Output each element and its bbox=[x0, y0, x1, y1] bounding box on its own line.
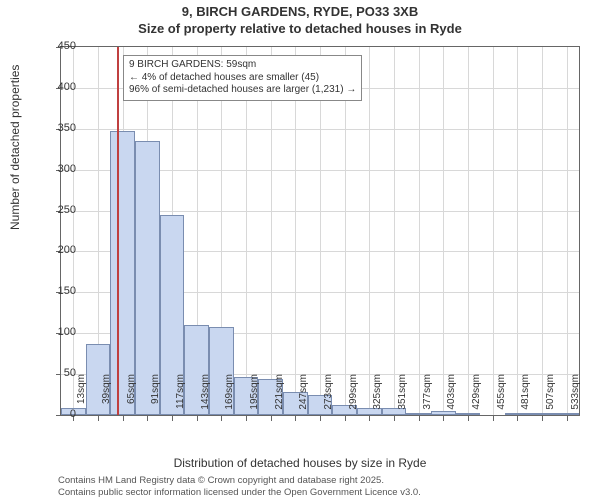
x-tick-mark bbox=[419, 416, 420, 421]
x-tick-mark bbox=[320, 416, 321, 421]
y-tick-label: 450 bbox=[42, 40, 76, 52]
x-tick-label: 351sqm bbox=[397, 374, 408, 410]
x-tick-label: 403sqm bbox=[446, 374, 457, 410]
x-tick-mark bbox=[517, 416, 518, 421]
x-tick-label: 273sqm bbox=[323, 374, 334, 410]
grid-line-v bbox=[73, 47, 74, 415]
x-tick-mark bbox=[394, 416, 395, 421]
x-tick-label: 429sqm bbox=[471, 374, 482, 410]
y-tick-label: 300 bbox=[42, 163, 76, 175]
x-tick-label: 117sqm bbox=[175, 374, 186, 409]
histogram-bar bbox=[406, 413, 431, 415]
property-marker-line bbox=[117, 47, 119, 415]
x-tick-mark bbox=[221, 416, 222, 421]
grid-line-v bbox=[468, 47, 469, 415]
grid-line-v bbox=[419, 47, 420, 415]
x-tick-label: 195sqm bbox=[249, 374, 260, 410]
x-tick-mark bbox=[147, 416, 148, 421]
title-line-2: Size of property relative to detached ho… bbox=[0, 21, 600, 38]
grid-line-v bbox=[320, 47, 321, 415]
x-tick-mark bbox=[123, 416, 124, 421]
grid-line-v bbox=[246, 47, 247, 415]
histogram-bar bbox=[110, 131, 135, 415]
x-tick-label: 221sqm bbox=[274, 374, 285, 410]
grid-line-v bbox=[345, 47, 346, 415]
x-tick-label: 481sqm bbox=[520, 374, 531, 410]
annotation-line: ← 4% of detached houses are smaller (45) bbox=[129, 72, 356, 85]
y-tick-label: 250 bbox=[42, 204, 76, 216]
y-tick-label: 400 bbox=[42, 81, 76, 93]
x-tick-label: 65sqm bbox=[126, 374, 137, 404]
y-tick-label: 0 bbox=[42, 408, 76, 420]
footer-line-1: Contains HM Land Registry data © Crown c… bbox=[58, 475, 421, 486]
x-tick-mark bbox=[172, 416, 173, 421]
x-tick-mark bbox=[567, 416, 568, 421]
x-tick-mark bbox=[295, 416, 296, 421]
grid-line-v bbox=[443, 47, 444, 415]
footer-line-2: Contains public sector information licen… bbox=[58, 487, 421, 498]
x-tick-mark bbox=[197, 416, 198, 421]
grid-line-v bbox=[394, 47, 395, 415]
title-line-1: 9, BIRCH GARDENS, RYDE, PO33 3XB bbox=[0, 4, 600, 21]
x-tick-label: 13sqm bbox=[76, 374, 87, 404]
x-tick-label: 39sqm bbox=[101, 374, 112, 404]
x-tick-mark bbox=[468, 416, 469, 421]
x-tick-label: 91sqm bbox=[150, 374, 161, 404]
y-tick-label: 100 bbox=[42, 326, 76, 338]
x-tick-label: 377sqm bbox=[422, 374, 433, 410]
chart-plot-area: 9 BIRCH GARDENS: 59sqm← 4% of detached h… bbox=[60, 46, 580, 416]
x-axis-label: Distribution of detached houses by size … bbox=[0, 456, 600, 470]
y-tick-label: 200 bbox=[42, 244, 76, 256]
property-annotation: 9 BIRCH GARDENS: 59sqm← 4% of detached h… bbox=[123, 55, 362, 101]
chart-title: 9, BIRCH GARDENS, RYDE, PO33 3XB Size of… bbox=[0, 0, 600, 38]
y-tick-label: 350 bbox=[42, 122, 76, 134]
histogram-bar bbox=[530, 413, 555, 415]
x-tick-label: 325sqm bbox=[372, 374, 383, 410]
x-tick-mark bbox=[443, 416, 444, 421]
attribution-footer: Contains HM Land Registry data © Crown c… bbox=[58, 475, 421, 498]
x-tick-mark bbox=[246, 416, 247, 421]
x-tick-mark bbox=[98, 416, 99, 421]
annotation-line: 9 BIRCH GARDENS: 59sqm bbox=[129, 59, 356, 72]
x-tick-mark bbox=[345, 416, 346, 421]
x-tick-label: 533sqm bbox=[570, 374, 581, 410]
histogram-bar bbox=[456, 413, 481, 415]
x-tick-label: 247sqm bbox=[298, 374, 309, 410]
x-tick-mark bbox=[493, 416, 494, 421]
grid-line-v bbox=[369, 47, 370, 415]
grid-line-v bbox=[295, 47, 296, 415]
x-tick-mark bbox=[542, 416, 543, 421]
histogram-bar bbox=[554, 413, 579, 415]
y-tick-label: 150 bbox=[42, 285, 76, 297]
x-tick-mark bbox=[271, 416, 272, 421]
x-tick-label: 169sqm bbox=[224, 374, 235, 410]
grid-line-v bbox=[493, 47, 494, 415]
x-tick-mark bbox=[369, 416, 370, 421]
x-tick-label: 299sqm bbox=[348, 374, 359, 410]
histogram-bar bbox=[431, 411, 456, 415]
grid-line-v bbox=[517, 47, 518, 415]
x-tick-label: 507sqm bbox=[545, 374, 556, 410]
grid-line-v bbox=[271, 47, 272, 415]
x-tick-label: 143sqm bbox=[200, 374, 211, 410]
grid-line-v bbox=[542, 47, 543, 415]
y-tick-label: 50 bbox=[42, 367, 76, 379]
x-tick-label: 455sqm bbox=[496, 374, 507, 410]
y-axis-label: Number of detached properties bbox=[8, 65, 22, 230]
grid-line-v bbox=[567, 47, 568, 415]
histogram-bar bbox=[505, 413, 530, 415]
plot-box: 9 BIRCH GARDENS: 59sqm← 4% of detached h… bbox=[60, 46, 580, 416]
annotation-line: 96% of semi-detached houses are larger (… bbox=[129, 84, 356, 97]
